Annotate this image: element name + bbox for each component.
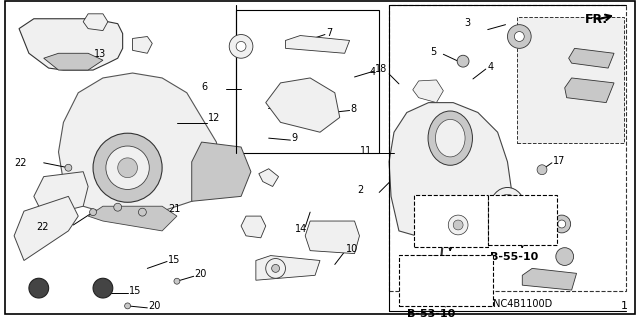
Text: 7: 7 <box>326 27 332 38</box>
Text: 15: 15 <box>129 286 141 296</box>
Polygon shape <box>58 73 221 221</box>
Circle shape <box>508 25 531 48</box>
Bar <box>399 255 493 306</box>
Circle shape <box>125 303 131 309</box>
Polygon shape <box>88 206 177 231</box>
Text: 13: 13 <box>94 49 106 59</box>
Text: 2: 2 <box>358 185 364 196</box>
Text: 1: 1 <box>621 301 628 311</box>
Text: 4: 4 <box>488 62 494 72</box>
Polygon shape <box>44 53 103 70</box>
Ellipse shape <box>295 85 325 103</box>
Circle shape <box>553 215 571 233</box>
Text: 21: 21 <box>168 204 180 214</box>
Bar <box>488 195 557 245</box>
Polygon shape <box>256 256 320 280</box>
Text: 20: 20 <box>195 269 207 279</box>
Polygon shape <box>413 80 444 103</box>
Text: 15: 15 <box>168 255 180 264</box>
Polygon shape <box>19 19 123 70</box>
Text: 5: 5 <box>431 47 436 57</box>
Circle shape <box>174 278 180 284</box>
Polygon shape <box>192 142 251 201</box>
Ellipse shape <box>490 188 525 227</box>
Text: 3: 3 <box>464 18 470 28</box>
Text: 11: 11 <box>360 146 372 156</box>
Text: B-53-10: B-53-10 <box>407 309 455 319</box>
Text: 20: 20 <box>148 301 161 311</box>
Polygon shape <box>564 78 614 103</box>
Polygon shape <box>266 78 340 132</box>
Ellipse shape <box>497 194 518 220</box>
Text: SNC4B1100D: SNC4B1100D <box>488 299 553 309</box>
Text: B-55-10: B-55-10 <box>419 255 467 264</box>
Text: 6: 6 <box>202 82 208 92</box>
Ellipse shape <box>428 111 472 165</box>
Polygon shape <box>132 36 152 53</box>
Circle shape <box>537 165 547 175</box>
Text: 10: 10 <box>346 244 358 254</box>
Circle shape <box>271 264 280 272</box>
Polygon shape <box>83 14 108 31</box>
Circle shape <box>229 34 253 58</box>
Circle shape <box>453 220 463 230</box>
Text: 19: 19 <box>267 100 279 111</box>
Circle shape <box>556 248 573 265</box>
Bar <box>389 5 626 291</box>
Text: 16: 16 <box>543 200 556 210</box>
Circle shape <box>515 32 524 41</box>
Text: 17: 17 <box>553 156 565 166</box>
Text: 9: 9 <box>291 133 298 143</box>
Circle shape <box>90 209 97 216</box>
Circle shape <box>93 278 113 298</box>
Circle shape <box>29 278 49 298</box>
Polygon shape <box>389 103 513 241</box>
Circle shape <box>138 208 147 216</box>
Bar <box>413 195 488 247</box>
Circle shape <box>457 55 469 67</box>
Polygon shape <box>285 35 349 53</box>
Bar <box>517 17 624 143</box>
Text: 4: 4 <box>369 67 376 77</box>
Circle shape <box>236 41 246 51</box>
Text: 12: 12 <box>207 114 220 123</box>
Circle shape <box>65 164 72 171</box>
Text: 14: 14 <box>295 224 308 234</box>
Text: 18: 18 <box>375 64 387 74</box>
Text: B-55-10: B-55-10 <box>490 252 538 262</box>
Circle shape <box>106 146 149 189</box>
Text: 8: 8 <box>351 104 356 114</box>
Polygon shape <box>241 216 266 238</box>
Polygon shape <box>569 48 614 68</box>
Polygon shape <box>34 172 88 216</box>
Circle shape <box>448 215 468 235</box>
Ellipse shape <box>298 107 322 120</box>
Bar <box>236 10 380 153</box>
Polygon shape <box>259 169 278 187</box>
Bar <box>433 276 453 291</box>
Polygon shape <box>522 268 577 290</box>
Polygon shape <box>14 197 78 261</box>
Circle shape <box>266 258 285 278</box>
Circle shape <box>118 158 138 178</box>
Ellipse shape <box>435 119 465 157</box>
Text: 22: 22 <box>36 222 48 232</box>
Circle shape <box>114 203 122 211</box>
Text: FR.: FR. <box>584 13 607 26</box>
Polygon shape <box>305 221 360 254</box>
Text: 22: 22 <box>14 158 27 168</box>
Circle shape <box>558 220 566 228</box>
Circle shape <box>93 133 162 202</box>
